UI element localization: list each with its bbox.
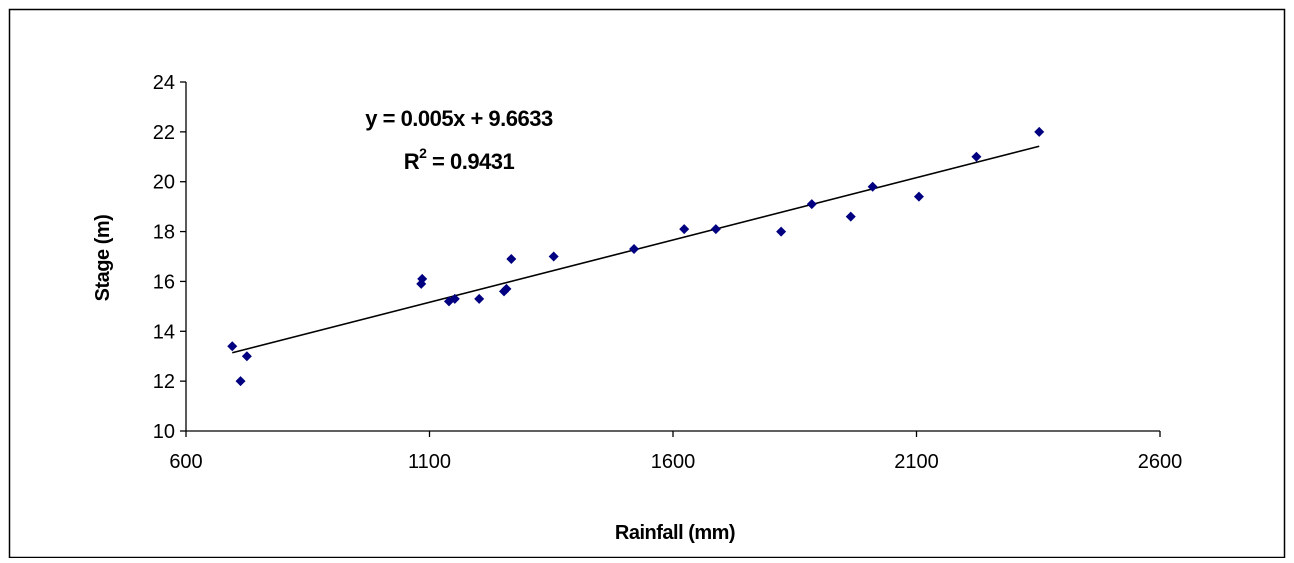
data-point (417, 273, 428, 284)
x-axis-title: Rainfall (mm) (615, 522, 735, 544)
data-point (710, 224, 721, 235)
x-tick-label: 600 (169, 451, 202, 473)
data-point (227, 341, 238, 352)
y-tick-label: 24 (153, 72, 175, 94)
data-point (971, 151, 982, 162)
data-point (679, 224, 690, 235)
data-point (241, 351, 252, 362)
chart-border (8, 8, 1286, 559)
y-tick-label: 16 (153, 271, 175, 293)
data-point (629, 244, 640, 255)
data-point (806, 199, 817, 210)
trendline-equation: y = 0.005x + 9.6633 (365, 106, 553, 131)
x-tick-label: 2600 (1138, 451, 1183, 473)
x-tick-label: 2100 (894, 451, 939, 473)
y-tick-label: 10 (153, 421, 175, 443)
x-tick-label: 1100 (408, 451, 451, 473)
data-points (227, 126, 1045, 387)
data-point (1034, 126, 1045, 137)
data-point (845, 211, 856, 222)
r-squared-label: R2 = 0.9431 (404, 145, 515, 174)
data-point (235, 376, 246, 387)
data-point (449, 293, 460, 304)
tick-labels: 10 12 14 16 18 20 22 24 600 1100 1600 2100 2600 (153, 72, 1183, 473)
data-point (548, 251, 559, 262)
y-tick-label: 20 (153, 172, 175, 194)
data-point (913, 191, 924, 202)
y-tick-label: 14 (153, 321, 175, 343)
r-squared-superscript: 2 (419, 145, 427, 161)
data-point (776, 226, 787, 237)
axes (180, 81, 1161, 437)
data-point (501, 283, 512, 294)
y-tick-label: 18 (153, 222, 175, 244)
data-point (867, 181, 878, 192)
y-tick-label: 12 (153, 371, 175, 393)
data-point (506, 253, 517, 264)
r-squared-value: = 0.9431 (426, 149, 514, 174)
y-tick-label: 22 (153, 122, 175, 144)
data-point (474, 293, 485, 304)
y-axis-title: Stage (m) (92, 215, 114, 302)
x-tick-label: 1600 (651, 451, 696, 473)
r-squared-prefix: R (404, 149, 420, 174)
